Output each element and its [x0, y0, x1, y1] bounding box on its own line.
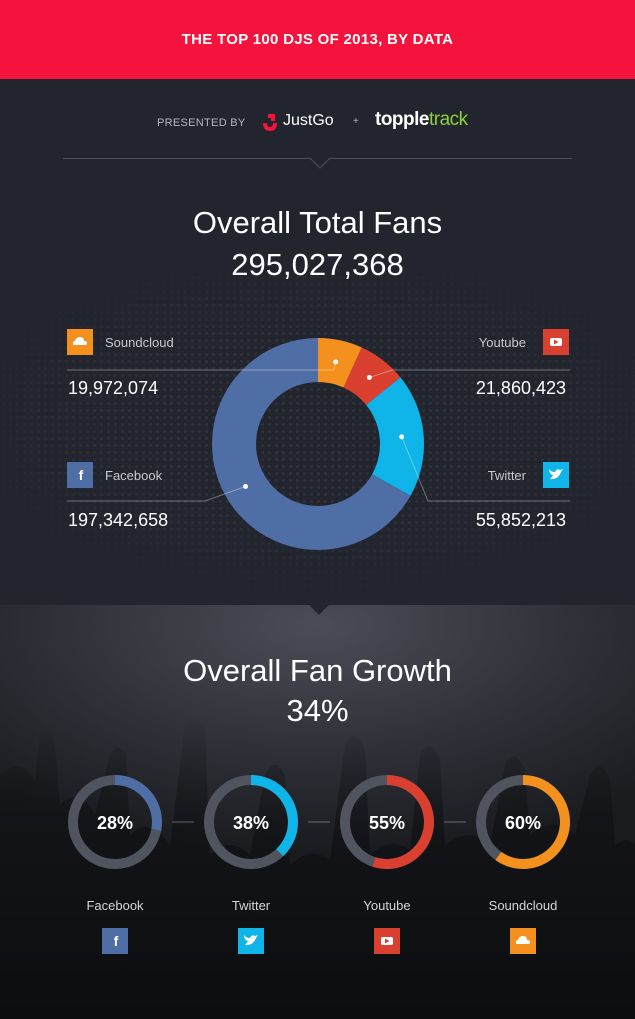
- slice-marker-youtube: [366, 375, 372, 381]
- ring-progress-twitter: [251, 775, 298, 857]
- slice-value-youtube: 21,860,423: [476, 378, 566, 398]
- callout-facebook: f Facebook 197,342,658: [67, 462, 249, 530]
- ring-progress-youtube: [372, 775, 434, 869]
- slice-value-twitter: 55,852,213: [476, 510, 566, 530]
- ring-label-soundcloud: Soundcloud: [489, 898, 558, 913]
- ring-label-youtube: Youtube: [363, 898, 410, 913]
- plus-sign: +: [353, 116, 359, 127]
- slice-name-facebook: Facebook: [105, 468, 163, 483]
- ring-percent-soundcloud: 60%: [505, 813, 541, 833]
- ring-percent-facebook: 28%: [97, 813, 133, 833]
- slice-marker-soundcloud: [333, 359, 339, 365]
- fan-growth-rings: 28% Facebook f 38% Twitter 55% Youtube 60% Sound…: [68, 775, 570, 954]
- total-fans-value: 295,027,368: [231, 247, 404, 282]
- track-text: track: [429, 109, 468, 130]
- presented-by-label: PRESENTED BY: [157, 117, 246, 129]
- soundcloud-icon: [510, 928, 536, 954]
- slice-value-soundcloud: 19,972,074: [68, 378, 158, 398]
- youtube-icon: [543, 329, 569, 355]
- ring-label-facebook: Facebook: [86, 898, 144, 913]
- ring-percent-youtube: 55%: [369, 813, 405, 833]
- fan-growth-title: Overall Fan Growth: [183, 653, 452, 688]
- toppletrack-brand: toppletrack: [375, 109, 468, 131]
- growth-ring-facebook: 28% Facebook f: [68, 775, 162, 954]
- ring-progress-soundcloud: [495, 775, 570, 869]
- total-fans-donut-chart: Soundcloud 19,972,074 Youtube 21,860,423 Twi…: [67, 329, 570, 551]
- youtube-icon: [374, 928, 400, 954]
- facebook-icon: f: [102, 928, 128, 954]
- top-banner: THE TOP 100 DJS OF 2013, BY DATA: [0, 0, 635, 79]
- ring-percent-twitter: 38%: [233, 813, 269, 833]
- fan-growth-value: 34%: [286, 693, 349, 728]
- twitter-icon: [238, 928, 264, 954]
- crowd-background-image: [0, 716, 635, 1019]
- callout-youtube: Youtube 21,860,423: [366, 329, 570, 398]
- leader-line-twitter: [401, 436, 570, 502]
- leader-line-youtube: [369, 369, 570, 379]
- leader-line-facebook: [67, 486, 246, 502]
- growth-ring-twitter: 38% Twitter: [204, 775, 298, 954]
- growth-ring-youtube: 55% Youtube: [340, 775, 434, 954]
- ring-progress-facebook: [115, 775, 162, 831]
- callout-soundcloud: Soundcloud 19,972,074: [67, 329, 339, 398]
- ring-label-twitter: Twitter: [232, 898, 271, 913]
- fan-growth-section: Overall Fan Growth 34% 28% Facebook f 38% Tw…: [0, 605, 635, 1019]
- justgo-logo-icon: [263, 114, 277, 131]
- divider-notch: [310, 158, 330, 169]
- twitter-icon: [543, 462, 569, 488]
- donut-slice-facebook: [211, 338, 411, 551]
- topple-text: topple: [375, 109, 430, 130]
- slice-marker-twitter: [399, 434, 405, 440]
- soundcloud-icon: [67, 329, 93, 355]
- slice-name-soundcloud: Soundcloud: [105, 335, 174, 350]
- callout-twitter: Twitter 55,852,213: [399, 434, 570, 530]
- svg-text:f: f: [79, 467, 84, 483]
- total-fans-title: Overall Total Fans: [192, 205, 443, 240]
- donut-slice-youtube: [343, 347, 401, 406]
- svg-text:f: f: [114, 933, 119, 949]
- donut-slice-twitter: [366, 377, 424, 496]
- slice-marker-facebook: [243, 484, 249, 490]
- facebook-icon: f: [67, 462, 93, 488]
- growth-ring-soundcloud: 60% Soundcloud: [476, 775, 570, 954]
- presented-by-bar: PRESENTED BY JustGo + toppletrack: [0, 109, 635, 139]
- section-notch: [309, 605, 329, 615]
- slice-name-youtube: Youtube: [479, 335, 526, 350]
- total-fans-section: PRESENTED BY JustGo + toppletrack Overal…: [0, 79, 635, 605]
- slice-name-twitter: Twitter: [488, 468, 527, 483]
- justgo-brand: JustGo: [283, 112, 334, 129]
- donut-slice-soundcloud: [318, 338, 362, 388]
- page-title: THE TOP 100 DJS OF 2013, BY DATA: [181, 31, 454, 48]
- slice-value-facebook: 197,342,658: [68, 510, 168, 530]
- leader-line-soundcloud: [67, 361, 337, 371]
